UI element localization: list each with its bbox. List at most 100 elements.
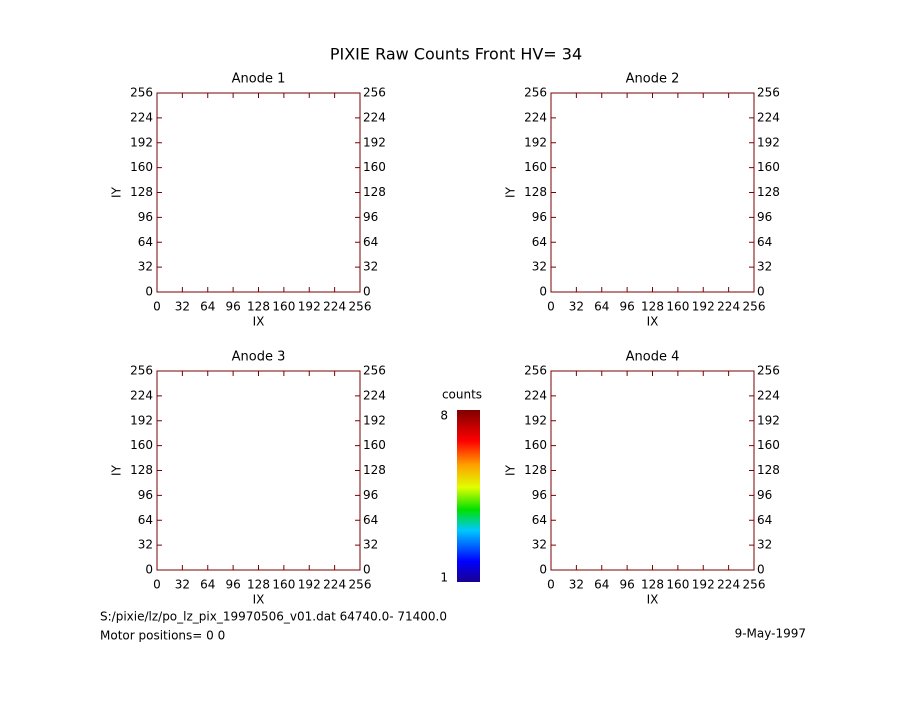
y-tick-label: 128 — [130, 185, 153, 199]
x-tick-label: 96 — [225, 300, 240, 314]
y-tick-label-right: 256 — [757, 364, 780, 378]
y-tick-label: 96 — [138, 210, 153, 224]
y-tick-label: 0 — [145, 285, 153, 299]
colorbar-tick-label: 1 — [440, 571, 448, 585]
x-tick-label: 96 — [225, 578, 240, 592]
y-tick-label-right: 32 — [363, 538, 378, 552]
x-tick-label: 64 — [594, 300, 609, 314]
x-tick-label: 192 — [298, 300, 321, 314]
y-tick-label-right: 64 — [363, 513, 378, 527]
y-tick-label: 96 — [138, 488, 153, 502]
y-tick-label: 160 — [130, 160, 153, 174]
y-tick-label-right: 192 — [757, 135, 780, 149]
plot-frame — [156, 92, 361, 293]
plot-frame — [550, 370, 755, 571]
x-tick-label: 32 — [569, 300, 584, 314]
x-tick-label: 224 — [717, 578, 740, 592]
y-tick-label-right: 0 — [757, 563, 765, 577]
x-tick-label: 64 — [200, 578, 215, 592]
x-tick-label: 96 — [619, 578, 634, 592]
y-axis-label: IY — [504, 186, 518, 198]
y-tick-label-right: 96 — [757, 210, 772, 224]
x-tick-label: 0 — [153, 300, 161, 314]
y-tick-label: 32 — [532, 260, 547, 274]
y-tick-label: 256 — [524, 86, 547, 100]
x-tick-label: 0 — [547, 578, 555, 592]
y-tick-label: 128 — [524, 463, 547, 477]
panel-title: Anode 4 — [626, 350, 680, 365]
y-axis-label: IY — [110, 464, 124, 476]
y-tick-label-right: 64 — [363, 235, 378, 249]
y-tick-label: 256 — [130, 364, 153, 378]
y-tick-label: 224 — [130, 388, 153, 402]
y-tick-label-right: 128 — [757, 463, 780, 477]
y-tick-label-right: 224 — [757, 110, 780, 124]
panel-title: Anode 1 — [232, 72, 286, 87]
y-tick-label: 224 — [130, 110, 153, 124]
y-tick-label-right: 96 — [757, 488, 772, 502]
x-axis-label: IX — [647, 593, 659, 607]
y-tick-label: 128 — [130, 463, 153, 477]
x-tick-label: 192 — [692, 300, 715, 314]
panel-title: Anode 2 — [626, 72, 680, 87]
y-tick-label-right: 0 — [757, 285, 765, 299]
y-tick-label: 192 — [130, 135, 153, 149]
x-tick-label: 96 — [619, 300, 634, 314]
y-tick-label: 160 — [524, 438, 547, 452]
y-tick-label: 192 — [524, 413, 547, 427]
y-tick-label-right: 32 — [363, 260, 378, 274]
x-tick-label: 64 — [200, 300, 215, 314]
y-tick-label-right: 256 — [363, 86, 386, 100]
y-tick-label-right: 96 — [363, 210, 378, 224]
x-tick-label: 256 — [349, 300, 372, 314]
y-tick-label-right: 64 — [757, 513, 772, 527]
y-tick-label-right: 256 — [757, 86, 780, 100]
x-tick-label: 160 — [272, 578, 295, 592]
y-tick-label: 64 — [532, 513, 547, 527]
y-tick-label-right: 192 — [363, 135, 386, 149]
y-tick-label-right: 224 — [363, 110, 386, 124]
y-tick-label-right: 128 — [363, 463, 386, 477]
y-tick-label-right: 256 — [363, 364, 386, 378]
x-tick-label: 128 — [247, 300, 270, 314]
x-tick-label: 128 — [247, 578, 270, 592]
y-tick-label-right: 224 — [363, 388, 386, 402]
y-tick-label: 160 — [524, 160, 547, 174]
x-tick-label: 160 — [666, 300, 689, 314]
y-tick-label-right: 160 — [757, 438, 780, 452]
y-axis-label: IY — [504, 464, 518, 476]
y-tick-label-right: 0 — [363, 563, 371, 577]
y-tick-label: 160 — [130, 438, 153, 452]
x-tick-label: 160 — [666, 578, 689, 592]
x-tick-label: 160 — [272, 300, 295, 314]
footer-file: S:/pixie/lz/po_lz_pix_19970506_v01.dat 6… — [100, 610, 447, 624]
y-tick-label-right: 96 — [363, 488, 378, 502]
x-tick-label: 192 — [692, 578, 715, 592]
y-tick-label-right: 0 — [363, 285, 371, 299]
x-tick-label: 192 — [298, 578, 321, 592]
x-axis-label: IX — [253, 315, 265, 329]
x-tick-label: 224 — [323, 300, 346, 314]
y-tick-label-right: 128 — [363, 185, 386, 199]
page-title: PIXIE Raw Counts Front HV= 34 — [330, 45, 582, 64]
y-tick-label-right: 192 — [757, 413, 780, 427]
x-axis-label: IX — [253, 593, 265, 607]
y-tick-label: 96 — [532, 488, 547, 502]
x-tick-label: 32 — [175, 578, 190, 592]
x-tick-label: 32 — [569, 578, 584, 592]
colorbar-label: counts — [442, 388, 482, 402]
y-tick-label: 32 — [532, 538, 547, 552]
y-tick-label-right: 32 — [757, 538, 772, 552]
y-tick-label: 192 — [130, 413, 153, 427]
x-tick-label: 256 — [743, 300, 766, 314]
x-tick-label: 224 — [717, 300, 740, 314]
plot-frame — [156, 370, 361, 571]
y-tick-label: 0 — [145, 563, 153, 577]
x-tick-label: 256 — [349, 578, 372, 592]
colorbar-tick-label: 8 — [440, 409, 448, 423]
x-tick-label: 256 — [743, 578, 766, 592]
y-tick-label: 224 — [524, 110, 547, 124]
y-tick-label: 64 — [532, 235, 547, 249]
y-tick-label: 224 — [524, 388, 547, 402]
